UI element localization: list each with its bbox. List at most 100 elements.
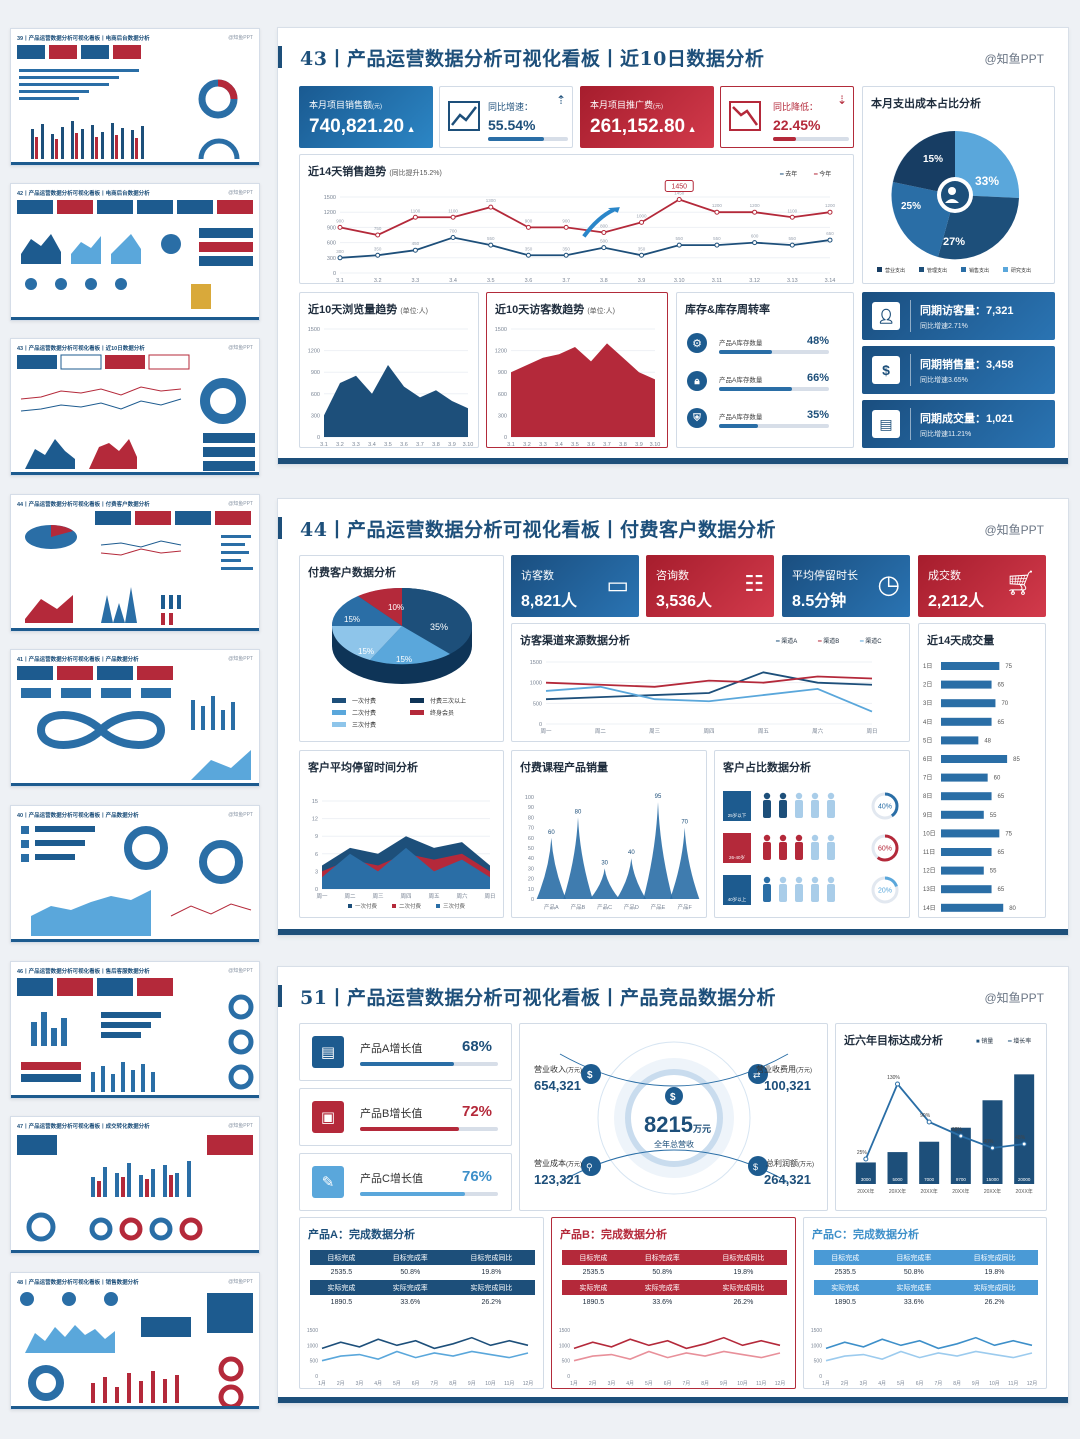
ring-progress xyxy=(871,876,899,904)
thumb-brand: @知鱼PPT xyxy=(228,501,253,507)
x-tick-label: 周六 xyxy=(456,892,468,900)
thumbnail-42[interactable]: 42丨产品运营数据分析可视化看板丨电商后台数据分析 @知鱼PPT xyxy=(10,183,260,321)
x-tick-label: 3.9 xyxy=(448,442,456,448)
thumb-brand: @知鱼PPT xyxy=(228,812,253,818)
thumb-brand: @知鱼PPT xyxy=(228,1123,253,1129)
x-tick-label: 周一 xyxy=(540,728,552,735)
person-icon xyxy=(779,834,787,842)
data-label: 350 xyxy=(374,246,382,251)
x-tick-label: 周一 xyxy=(316,893,328,900)
data-point xyxy=(450,214,456,220)
y-tick-label: 300 xyxy=(327,256,336,262)
thumbnail-48[interactable]: 48丨产品运营数据分析可视化看板丨销售数据分析 @知鱼PPT xyxy=(10,1272,260,1410)
person-icon xyxy=(827,792,835,800)
data-label: 600 xyxy=(751,234,759,239)
y-tick-label: 20 xyxy=(528,877,534,883)
svg-text:15%: 15% xyxy=(396,655,412,664)
x-tick-label: 3.7 xyxy=(416,442,424,448)
y-tick-label: 0 xyxy=(315,1374,318,1380)
thumbnail-39[interactable]: 39丨产品运营数据分析可视化看板丨电商后台数据分析 @知鱼PPT xyxy=(10,28,260,166)
kpi-sales: 本月项目销售额(元) 740,821.20 ▲ xyxy=(299,86,433,148)
brand-label: @知鱼PPT xyxy=(984,991,1044,1005)
slide-43: 43丨产品运营数据分析可视化看板丨近10日数据分析 @知鱼PPT 本月项目销售额… xyxy=(277,27,1069,465)
data-point xyxy=(714,209,720,215)
br-label: 总利润额(万元) xyxy=(766,1159,814,1168)
panel-title: 访客渠道来源数据分析 xyxy=(520,635,630,647)
rate-point xyxy=(863,1156,869,1162)
data-label: 1200 xyxy=(712,203,723,208)
thumb-brand: @知鱼PPT xyxy=(228,656,253,662)
bl-label: 营业成本(万元) xyxy=(534,1159,582,1168)
x-tick-label: 1月 xyxy=(570,1381,578,1387)
thumbnail-44[interactable]: 44丨产品运营数据分析可视化看板丨付费客户数据分析 @知鱼PPT xyxy=(10,494,260,632)
x-tick-label: 20XX年 xyxy=(952,1188,969,1195)
growth-bar xyxy=(360,1062,498,1066)
data-point xyxy=(563,224,569,230)
thumbnail-43[interactable]: 43丨产品运营数据分析可视化看板丨近10日数据分析 @知鱼PPT xyxy=(10,338,260,476)
stack-layer-1 xyxy=(322,847,490,889)
thumb-title: 44丨产品运营数据分析可视化看板丨付费客户数据分析 xyxy=(17,502,150,508)
svg-text:$: $ xyxy=(753,1162,758,1172)
bar xyxy=(941,717,992,726)
y-tick-label: 6 xyxy=(315,852,318,858)
bar-value-label: 65 xyxy=(998,683,1005,689)
legend-sales: ■ 销量 xyxy=(976,1039,994,1045)
data-label: 1100 xyxy=(411,208,421,213)
x-tick-label: 3.4 xyxy=(368,442,376,448)
x-tick-label: 3.3 xyxy=(352,442,360,448)
thumbnail-47[interactable]: 47丨产品运营数据分析可视化看板丨成交转化数据分析 @知鱼PPT xyxy=(10,1116,260,1254)
x-tick-label: 3.1 xyxy=(336,278,344,284)
visit-panel: 近10天访客数趋势 (单位:人) 1500 1200 900 600 300 0 3.1 3.… xyxy=(486,292,668,448)
growth-pct: 76% xyxy=(462,1168,493,1185)
y-tick-label: 1500 xyxy=(495,327,507,333)
group-label: 25岁以下 xyxy=(728,812,747,819)
svg-text:三次付费: 三次付费 xyxy=(352,721,376,729)
data-label: 30 xyxy=(601,860,608,866)
data-label: 750 xyxy=(374,226,382,231)
bar xyxy=(941,848,992,856)
target-combo-chart: 3000 20XX年 5000 20XX年 7000 20XX年 9700 20XX年 1500… xyxy=(855,1074,1035,1195)
shield-icon: ⛨ xyxy=(687,408,707,428)
decrease-progress xyxy=(773,137,849,141)
y-tick-label: 500 xyxy=(533,701,542,707)
bar xyxy=(941,699,996,708)
x-tick-label: 3.13 xyxy=(787,278,798,284)
legend-a: ━ 渠道A xyxy=(776,639,798,645)
growth-bar xyxy=(360,1127,498,1131)
x-tick-label: 10月 xyxy=(737,1381,748,1387)
thumbnail-40[interactable]: 40丨产品运营数据分析可视化看板丨产品数据分析 @知鱼PPT xyxy=(10,805,260,943)
x-tick-label: 12月 xyxy=(1027,1381,1038,1387)
data-label: 1000 xyxy=(637,213,648,218)
bar-value-label: 85 xyxy=(1013,757,1020,763)
kpi-deals: 成交数 2,212人 🛒︎ xyxy=(918,555,1046,617)
x-tick-label: 3.6 xyxy=(400,442,408,448)
svg-text:营业支出: 营业支出 xyxy=(885,267,905,274)
thumbnail-41[interactable]: 41丨产品运营数据分析可视化看板丨产品数据分析 @知鱼PPT xyxy=(10,649,260,787)
svg-text:⚲: ⚲ xyxy=(586,1162,593,1172)
x-tick-label: 3.5 xyxy=(571,442,579,448)
bar-category-label: 13日 xyxy=(923,886,936,893)
slide-44: 44丨产品运营数据分析可视化看板丨付费客户数据分析 @知鱼PPT 付费客户数据分… xyxy=(277,498,1069,936)
person-icon xyxy=(827,876,835,884)
data-point xyxy=(525,252,531,258)
stat-sales: $ 同期销售量：3,458 同比增速3.65% xyxy=(862,346,1055,394)
svg-text:35%: 35% xyxy=(430,622,448,632)
x-tick-label: 周日 xyxy=(866,728,877,735)
x-tick-label: 3.1 xyxy=(320,442,328,448)
x-tick-label: 20XX年 xyxy=(857,1188,874,1195)
x-tick-label: 20XX年 xyxy=(921,1188,938,1195)
person-icon-body xyxy=(811,842,819,860)
data-label: 350 xyxy=(525,246,533,251)
series-line-thisyear xyxy=(339,198,831,236)
kpi-value: 2,212人 xyxy=(928,593,985,610)
x-tick-label: 6月 xyxy=(664,1381,672,1387)
area-fill xyxy=(324,365,468,437)
x-tick-label: 周四 xyxy=(703,728,714,735)
x-tick-label: 周四 xyxy=(400,893,411,900)
x-tick-label: 3.10 xyxy=(674,278,685,284)
sales-trend-panel: 近14天销售趋势 (同比提升15.2%) ━ 去年 ━ 今年 1500 1200 9… xyxy=(299,154,854,284)
svg-text:$: $ xyxy=(670,1092,676,1103)
thumbnail-46[interactable]: 46丨产品运营数据分析可视化看板丨售后客服数据分析 @知鱼PPT xyxy=(10,961,260,1099)
y-tick-label: 0 xyxy=(315,887,318,893)
